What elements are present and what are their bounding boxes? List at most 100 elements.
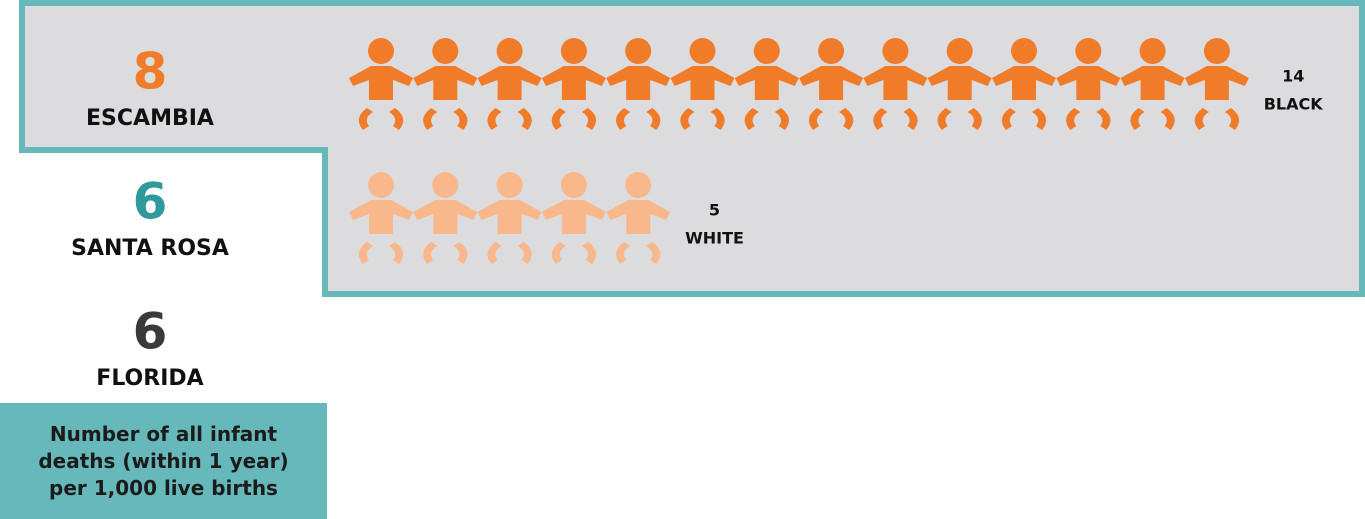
region-value: 6 [133,303,168,361]
icon-head [368,172,394,198]
icon-foot [517,242,532,264]
baby-icon [606,38,671,130]
group-label: WHITE [685,229,744,248]
icon-foot [517,108,532,130]
icon-head [689,38,716,64]
icon-body [349,66,413,100]
icon-foot [453,108,468,130]
icon-foot [487,242,502,264]
icon-body [992,66,1056,100]
baby-icon [1120,38,1185,130]
icon-body [541,66,606,100]
baby-icon [541,172,606,264]
icon-body [606,66,671,100]
baby-icon [799,38,864,130]
icon-head [818,38,845,64]
icon-head [560,172,587,198]
icon-foot [967,108,982,130]
icon-body [477,66,542,100]
baby-icon [349,38,413,130]
icon-foot [358,242,373,264]
group-count: 5 [709,201,720,220]
icon-body [413,200,478,234]
icon-foot [744,108,759,130]
baby-icon [734,38,799,130]
baby-icon [349,172,413,264]
icon-foot [616,242,631,264]
note: Number of all infant deaths (within 1 ye… [0,403,327,519]
icon-foot [646,242,661,264]
icon-foot [453,242,468,264]
icon-head [1075,38,1102,64]
icon-foot [616,108,631,130]
baby-icon [927,38,992,130]
baby-icon [606,172,671,264]
baby-icon [670,38,735,130]
icon-foot [680,108,695,130]
icon-head [946,38,973,64]
icon-foot [581,242,597,264]
icon-body [349,200,413,234]
icon-head [1203,38,1230,64]
icon-head [1011,38,1037,64]
baby-icon [477,172,542,264]
icon-foot [1194,108,1209,130]
icon-foot [358,108,373,130]
icon-foot [873,108,888,130]
icon-body [927,66,992,100]
icon-body [1184,66,1249,100]
icon-head [432,38,459,64]
icon-head [496,172,523,198]
icon-foot [551,108,566,130]
icon-head [882,38,909,64]
icon-foot [1096,108,1111,130]
baby-icon [1184,38,1249,130]
baby-icon [413,172,478,264]
group-label: BLACK [1264,95,1324,114]
baby-icon [863,38,928,130]
icon-body [863,66,928,100]
baby-icon [413,38,478,130]
baby-icon [477,38,542,130]
icon-foot [581,108,597,130]
region-name: ESCAMBIA [86,106,214,131]
icon-head [625,38,652,64]
baby-icon [541,38,606,130]
icon-head [1139,38,1166,64]
icon-foot [710,108,725,130]
group-count: 14 [1282,67,1304,86]
icon-foot [839,108,854,130]
icon-head [753,38,780,64]
baby-icon [1056,38,1121,130]
icon-foot [1130,108,1145,130]
icon-head [496,38,523,64]
icon-body [541,200,606,234]
baby-icon [992,38,1056,130]
icon-body [1120,66,1185,100]
region-value: 8 [133,43,168,101]
icon-foot [1001,108,1016,130]
icon-foot [646,108,661,130]
icon-foot [389,242,404,264]
icon-foot [1066,108,1081,130]
region-name: FLORIDA [96,366,203,391]
icon-foot [389,108,404,130]
icon-body [606,200,671,234]
icon-foot [808,108,824,130]
region-name: SANTA ROSA [71,236,229,261]
icon-body [670,66,735,100]
icon-body [734,66,799,100]
icon-foot [903,108,918,130]
region-value: 6 [133,173,168,231]
icon-foot [937,108,952,130]
icon-head [625,172,652,198]
icon-foot [487,108,502,130]
icon-foot [1032,108,1047,130]
icon-body [1056,66,1121,100]
icon-head [432,172,459,198]
icon-foot [1160,108,1175,130]
icon-head [368,38,394,64]
icon-body [477,200,542,234]
